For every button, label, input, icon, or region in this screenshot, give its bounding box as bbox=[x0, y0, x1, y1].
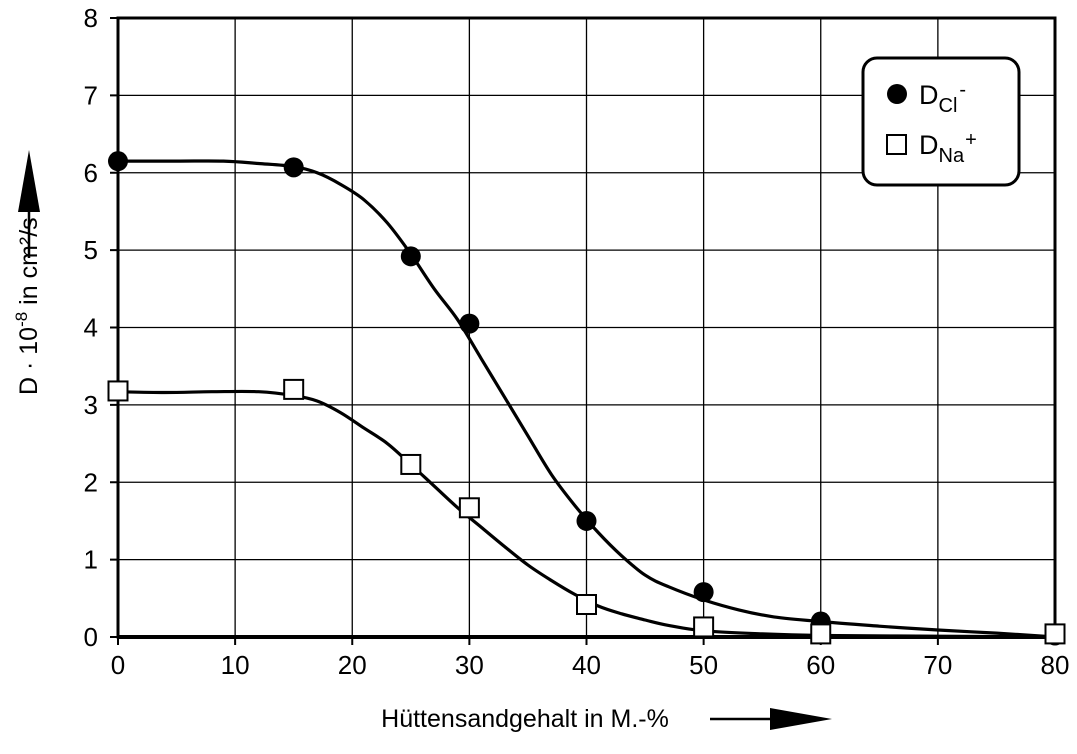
y-tick-label: 1 bbox=[84, 545, 98, 575]
x-tick-label: 10 bbox=[221, 650, 250, 680]
curve-d-cl bbox=[118, 159, 1056, 639]
data-point-d-na bbox=[283, 378, 305, 400]
data-point-d-cl bbox=[576, 510, 597, 531]
x-tick-label: 0 bbox=[111, 650, 125, 680]
data-point-d-na bbox=[693, 616, 715, 638]
legend-label-na: DNa+ bbox=[919, 129, 977, 167]
data-point-d-cl bbox=[283, 157, 304, 178]
legend: DCl- DNa+ bbox=[861, 56, 1021, 187]
x-tick-label: 70 bbox=[923, 650, 952, 680]
x-tick-label: 20 bbox=[338, 650, 367, 680]
x-tick-label: 50 bbox=[689, 650, 718, 680]
legend-marker-filled-circle bbox=[887, 84, 907, 104]
data-point-d-cl bbox=[459, 313, 480, 334]
legend-marker-open-square bbox=[886, 134, 907, 155]
y-tick-label: 6 bbox=[84, 158, 98, 188]
data-point-d-na bbox=[400, 453, 422, 475]
data-point-d-na bbox=[107, 380, 129, 402]
data-point-d-cl bbox=[400, 246, 421, 267]
y-tick-label: 3 bbox=[84, 390, 98, 420]
legend-entry-cl: DCl- bbox=[887, 79, 966, 117]
data-point-d-na bbox=[1044, 623, 1066, 645]
y-axis-arrow bbox=[18, 150, 40, 258]
data-point-d-cl bbox=[108, 151, 128, 172]
x-tick-labels: 0 10 20 30 40 50 60 70 80 bbox=[111, 650, 1070, 680]
y-tick-label: 5 bbox=[84, 235, 98, 265]
x-axis-arrow bbox=[710, 708, 832, 730]
x-axis-label: Hüttensandgehalt in M.-% bbox=[381, 705, 669, 733]
y-axis-label-group: D · 10-8 in cm²/s bbox=[12, 217, 43, 395]
data-point-d-cl bbox=[693, 582, 714, 603]
markers bbox=[107, 151, 1066, 646]
y-tick-label: 2 bbox=[84, 467, 98, 497]
y-tick-label: 7 bbox=[84, 80, 98, 110]
y-tick-labels: 0 1 2 3 4 5 6 7 8 bbox=[84, 3, 98, 652]
y-axis-label: D · 10-8 in cm²/s bbox=[12, 217, 43, 395]
data-point-d-na bbox=[810, 623, 832, 645]
x-tick-label: 30 bbox=[455, 650, 484, 680]
y-tick-label: 4 bbox=[84, 313, 98, 343]
x-tick-label: 60 bbox=[806, 650, 835, 680]
data-point-d-na bbox=[576, 594, 597, 616]
y-tick-label: 8 bbox=[84, 3, 98, 33]
legend-label-cl: DCl- bbox=[919, 79, 966, 117]
y-tick-label: 0 bbox=[84, 622, 98, 652]
x-tick-label: 80 bbox=[1041, 650, 1070, 680]
x-tick-label: 40 bbox=[572, 650, 601, 680]
legend-entry-na: DNa+ bbox=[886, 129, 977, 167]
data-point-d-na bbox=[458, 497, 480, 519]
